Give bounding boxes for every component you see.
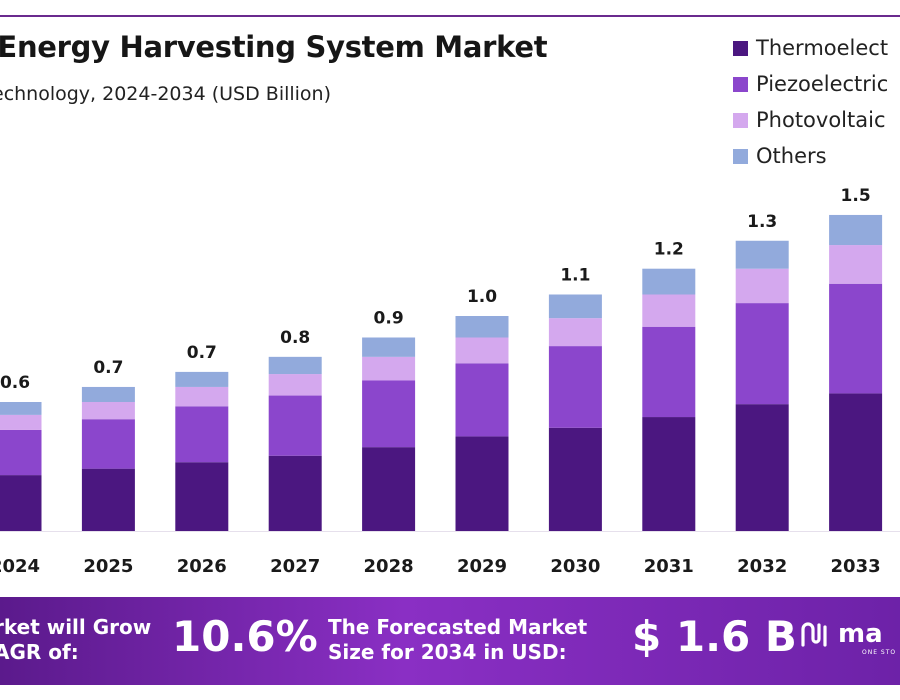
x-tick-label: 2027 — [270, 556, 320, 577]
forecast-caption-line2: Size for 2034 in USD: — [328, 640, 567, 664]
total-label: 1.5 — [841, 186, 871, 206]
bar-segment — [455, 436, 509, 531]
bar-segment — [735, 240, 789, 269]
bar-segment — [829, 214, 883, 246]
bar-segment — [362, 380, 416, 448]
legend: Thermoelect Piezoelectric Photovoltaic O… — [733, 30, 888, 174]
brand-logo: ma — [800, 619, 883, 649]
forecast-caption-line1: The Forecasted Market — [328, 615, 588, 639]
bar-segment — [81, 402, 135, 420]
x-tick-label: 2033 — [831, 556, 881, 577]
cagr-caption-line2: AGR of: — [0, 640, 79, 664]
legend-swatch — [733, 76, 748, 92]
total-label: 0.9 — [374, 309, 404, 329]
bar-segment — [362, 337, 416, 357]
bar-segment — [548, 427, 602, 531]
summary-banner: rket will Grow AGR of: 10.6% The Forecas… — [0, 597, 900, 685]
bar-segment — [455, 337, 509, 364]
x-tick-label: 2024 — [0, 556, 40, 577]
bar-segment — [175, 371, 229, 387]
legend-item-others: Others — [733, 138, 888, 174]
forecast-size-value: $ 1.6 B — [632, 612, 797, 661]
total-label: 0.8 — [280, 328, 310, 348]
legend-swatch — [733, 148, 748, 164]
x-tick-label: 2025 — [83, 556, 133, 577]
bar-segment — [175, 406, 229, 463]
cagr-caption: rket will Grow AGR of: — [0, 615, 151, 665]
x-tick-label: 2032 — [737, 556, 787, 577]
bar-segment — [455, 363, 509, 437]
x-tick-label: 2028 — [364, 556, 414, 577]
total-label: 1.3 — [747, 212, 777, 232]
total-label: 0.7 — [93, 358, 123, 378]
total-label: 0.6 — [0, 373, 30, 393]
cagr-value: 10.6% — [172, 612, 318, 661]
bottom-strip — [0, 685, 900, 700]
legend-item-piezoelectric: Piezoelectric — [733, 66, 888, 102]
legend-item-thermoelectric: Thermoelect — [733, 30, 888, 66]
total-label: 0.7 — [187, 343, 217, 363]
bar-segment — [548, 294, 602, 319]
bar-segment — [362, 447, 416, 531]
cagr-caption-line1: rket will Grow — [0, 615, 152, 639]
total-label: 1.0 — [467, 287, 497, 307]
bar-segment — [548, 318, 602, 347]
brand-logo-tagline: ONE STO — [862, 649, 897, 656]
total-label: 1.1 — [560, 266, 590, 286]
bar-segment — [829, 393, 883, 531]
bar-segment — [548, 346, 602, 428]
stacked-bar-chart: 0.6 2024 0.7 2025 0.7 2026 0.8 2027 0.9 2028 1.0 20… — [0, 186, 900, 577]
bar-segment — [81, 468, 135, 531]
top-divider — [0, 15, 900, 17]
bar-segment — [268, 356, 322, 375]
legend-label: Thermoelect — [756, 36, 889, 60]
bar-segment — [268, 395, 322, 456]
legend-item-photovoltaic: Photovoltaic — [733, 102, 888, 138]
legend-label: Piezoelectric — [756, 72, 889, 96]
legend-swatch — [733, 112, 748, 128]
bar-segment — [0, 429, 42, 476]
bar-segment — [0, 414, 42, 430]
x-tick-label: 2030 — [550, 556, 600, 577]
legend-label: Photovoltaic — [756, 108, 886, 132]
legend-swatch — [733, 40, 748, 56]
bar-segment — [175, 386, 229, 407]
bar-segment — [0, 402, 42, 415]
bar-segment — [175, 462, 229, 531]
chart-title: l Energy Harvesting System Market — [0, 30, 548, 64]
bar-segment — [642, 417, 696, 531]
bar-segment — [642, 268, 696, 295]
bar-segment — [642, 326, 696, 418]
bar-segment — [81, 386, 135, 402]
chart-subtitle: echnology, 2024-2034 (USD Billion) — [0, 83, 332, 105]
bar-segment — [735, 268, 789, 304]
bar-segment — [362, 356, 416, 381]
bar-segment — [268, 374, 322, 396]
forecast-caption: The Forecasted Market Size for 2034 in U… — [328, 615, 587, 665]
bar-segment — [642, 294, 696, 327]
bar-segment — [455, 316, 509, 338]
bar-segment — [81, 419, 135, 469]
x-tick-label: 2026 — [177, 556, 227, 577]
total-label: 1.2 — [654, 240, 684, 260]
x-tick-label: 2031 — [644, 556, 694, 577]
bar-segment — [735, 303, 789, 405]
bar-segment — [829, 283, 883, 394]
brand-logo-text: ma — [838, 619, 883, 649]
brand-logo-icon — [801, 622, 827, 647]
legend-label: Others — [756, 144, 827, 168]
bar-segment — [268, 455, 322, 531]
bar-segment — [0, 475, 42, 531]
bar-segment — [735, 404, 789, 531]
x-tick-label: 2029 — [457, 556, 507, 577]
bar-segment — [829, 245, 883, 284]
